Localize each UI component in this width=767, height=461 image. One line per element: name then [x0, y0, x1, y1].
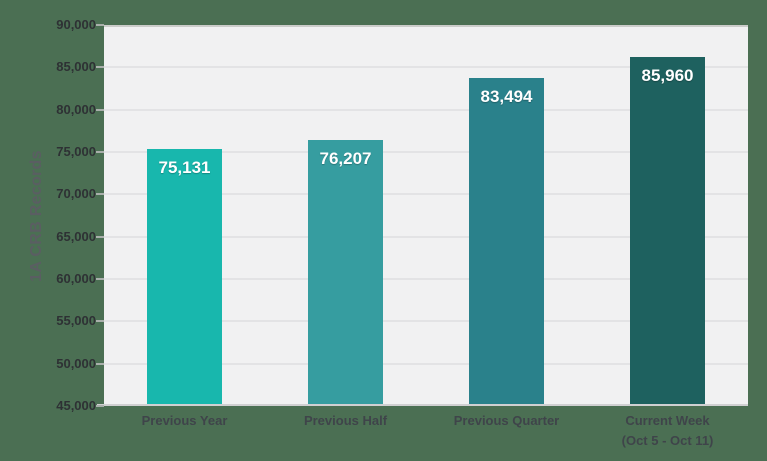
bar-previous-half: 76,207: [308, 139, 383, 404]
y-tick-label: 45,000: [56, 398, 96, 413]
bar-slot-previous-year: 75,131: [104, 25, 265, 404]
y-tick-label: 80,000: [56, 101, 96, 117]
gridline-90000: [104, 25, 748, 27]
y-axis-title: 1A CRB Records: [28, 150, 45, 282]
bar-value-label: 83,494: [480, 87, 533, 107]
y-tick-mark: [96, 278, 104, 280]
y-tick-mark: [96, 405, 104, 407]
y-tick-mark: [96, 151, 104, 153]
gridline-85000: [104, 66, 748, 69]
gridline-70000: [104, 193, 748, 196]
plot-area: 75,131 76,207 83,494 85,960: [97, 25, 748, 406]
y-tick-mark: [96, 362, 104, 365]
bar-value-label: 85,960: [641, 66, 694, 86]
x-label-previous-half: Previous Half: [303, 413, 388, 428]
bar-slot-previous-quarter: 83,494: [426, 25, 587, 404]
y-tick-label: 50,000: [56, 355, 96, 371]
x-label-previous-year: Previous Year: [141, 413, 228, 428]
bar-slot-current-week: 85,960: [587, 25, 748, 404]
y-tick-label: 65,000: [56, 228, 96, 244]
x-axis-line: [97, 404, 748, 406]
x-axis-labels: Previous Year Previous Half Previous Quart…: [104, 411, 748, 451]
gridline-75000: [104, 151, 748, 153]
y-tick-mark: [96, 320, 104, 323]
x-label-previous-quarter: Previous Quarter: [453, 413, 560, 428]
gridline-55000: [104, 320, 748, 323]
bar-current-week: 85,960: [630, 57, 705, 404]
y-tick-mark: [96, 235, 104, 238]
bars-container: 75,131 76,207 83,494 85,960: [104, 25, 748, 404]
bar-slot-previous-half: 76,207: [265, 25, 426, 404]
y-tick-label: 70,000: [56, 186, 96, 202]
y-tick-label: 60,000: [56, 271, 96, 286]
y-tick-label: 85,000: [56, 59, 96, 75]
y-tick-label: 90,000: [56, 17, 96, 32]
y-tick-label: 75,000: [56, 144, 96, 159]
bar-previous-year: 75,131: [147, 148, 222, 404]
y-tick-mark: [96, 108, 104, 111]
gridline-65000: [104, 235, 748, 238]
bar-previous-quarter: 83,494: [469, 78, 544, 404]
gridline-50000: [104, 362, 748, 365]
y-tick-mark: [96, 193, 104, 196]
y-tick-mark: [96, 66, 104, 69]
x-label-current-week: Current Week (Oct 5 - Oct 11): [621, 413, 714, 448]
bar-value-label: 76,207: [319, 148, 372, 168]
gridline-60000: [104, 278, 748, 280]
y-tick-label: 55,000: [56, 313, 96, 329]
gridline-80000: [104, 108, 748, 111]
y-tick-mark: [96, 24, 104, 26]
bar-value-label: 75,131: [158, 157, 211, 177]
